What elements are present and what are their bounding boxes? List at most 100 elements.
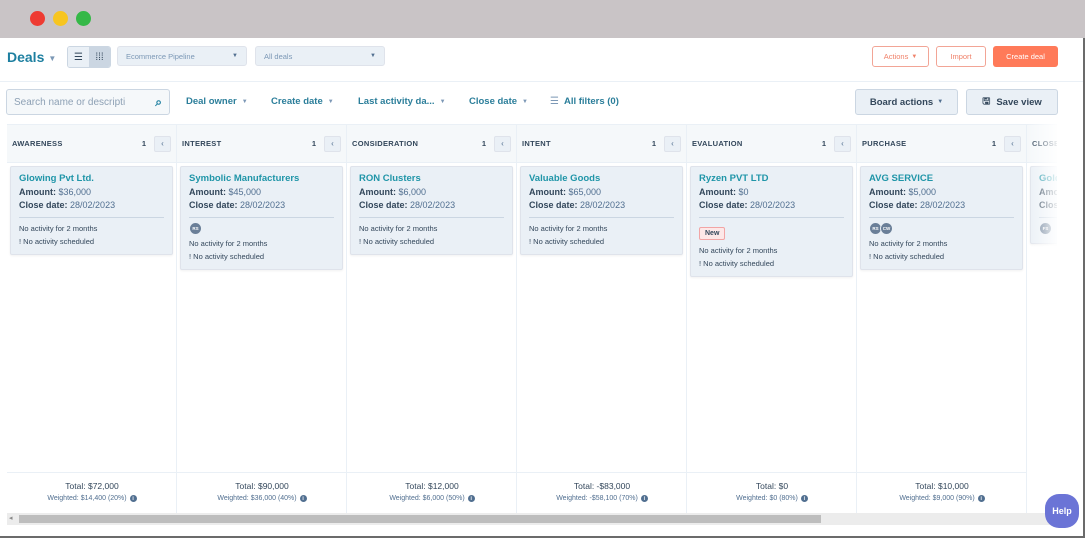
deal-name-link[interactable]: Glowing Pvt Ltd.	[19, 173, 94, 184]
activity-status: No activity for 2 months	[869, 239, 948, 248]
activity-status: No activity for 2 months	[359, 224, 438, 233]
close-date-value: 28/02/2023	[410, 200, 456, 210]
column-count: 1	[651, 139, 656, 148]
activity-status: No activity for 2 months	[189, 239, 268, 248]
column-weighted: Weighted: $6,000 (50%) i	[347, 495, 517, 502]
activity-status: No activity for 2 months	[699, 246, 778, 255]
column-header: AWARENESS 1 ‹	[7, 125, 176, 163]
deal-card[interactable]: Ryzen PVT LTD Amount: $0 Close date: 28/…	[690, 166, 853, 277]
deal-name-link[interactable]: Gold	[1039, 173, 1057, 184]
column-name: CONSIDERATION	[352, 139, 419, 148]
deal-card[interactable]: Symbolic Manufacturers Amount: $45,000 C…	[180, 166, 343, 270]
deal-owner-filter[interactable]: Deal owner ▼	[186, 96, 248, 107]
column-footer: Total: -$83,000 Weighted: -$58,100 (70%)…	[517, 472, 687, 514]
column-weighted: Weighted: -$58,100 (70%) i	[517, 495, 687, 502]
minimize-window-button[interactable]	[53, 11, 68, 26]
actions-button[interactable]: Actions ▼	[872, 46, 929, 67]
weighted-value: Weighted: $36,000 (40%)	[217, 495, 297, 502]
collapse-column-button[interactable]: ‹	[1004, 135, 1021, 152]
avatar[interactable]: RS	[869, 222, 882, 235]
board-view-button[interactable]: ⁞⁞⁞	[89, 47, 110, 67]
divider	[699, 217, 844, 218]
pipeline-select[interactable]: Ecommerce Pipeline ▼	[117, 46, 247, 66]
deal-card[interactable]: Valuable Goods Amount: $65,000 Close dat…	[520, 166, 683, 255]
scrollbar-thumb[interactable]	[19, 515, 821, 523]
deal-card[interactable]: AVG SERVICE Amount: $5,000 Close date: 2…	[860, 166, 1023, 270]
maximize-window-button[interactable]	[76, 11, 91, 26]
caret-down-icon: ▼	[327, 98, 334, 105]
info-icon[interactable]: i	[640, 495, 648, 502]
save-view-button[interactable]: 🖫 Save view	[966, 89, 1058, 115]
avatar[interactable]: FS	[1039, 222, 1052, 235]
amount-label: Amount:	[19, 187, 56, 197]
collapse-column-button[interactable]: ‹	[494, 135, 511, 152]
avatar[interactable]: RS	[189, 222, 202, 235]
board-actions-label: Board actions	[869, 96, 934, 108]
column-name: CLOSE	[1032, 139, 1057, 148]
deal-name-link[interactable]: Ryzen PVT LTD	[699, 173, 769, 184]
help-button[interactable]: Help	[1045, 494, 1079, 528]
close-date-value: 28/02/2023	[240, 200, 286, 210]
amount-label: Amo	[1039, 187, 1057, 197]
owner-avatars: FS	[1039, 222, 1057, 235]
close-date-value: 28/02/2023	[70, 200, 116, 210]
create-deal-button[interactable]: Create deal	[993, 46, 1058, 67]
stage-column-close: CLOSE Gold Amo Clos FS	[1027, 125, 1057, 514]
collapse-column-button[interactable]: ‹	[154, 135, 171, 152]
collapse-column-button[interactable]: ‹	[834, 135, 851, 152]
deal-name-link[interactable]: RON Clusters	[359, 173, 421, 184]
weighted-value: Weighted: $6,000 (50%)	[389, 495, 465, 502]
info-icon[interactable]: i	[800, 495, 808, 502]
amount-value: $5,000	[908, 187, 937, 197]
deals-view-select[interactable]: All deals ▼	[255, 46, 385, 66]
column-total: Total: $90,000	[235, 481, 289, 491]
import-button[interactable]: Import	[936, 46, 986, 67]
column-footer: Total: $10,000 Weighted: $9,000 (90%) i	[857, 472, 1027, 514]
info-icon[interactable]: i	[129, 495, 137, 502]
scroll-left-arrow-icon[interactable]: ◂	[9, 515, 13, 522]
close-date-label: Close date:	[359, 200, 408, 210]
list-view-button[interactable]: ☰	[68, 47, 89, 67]
column-total: Total: $0	[755, 481, 789, 491]
close-window-button[interactable]	[30, 11, 45, 26]
deal-card[interactable]: Gold Amo Clos FS	[1030, 166, 1057, 244]
info-icon[interactable]: i	[299, 495, 307, 502]
deal-name-link[interactable]: Symbolic Manufacturers	[189, 173, 300, 184]
collapse-column-button[interactable]: ‹	[324, 135, 341, 152]
deal-close-date: Close date: 28/02/2023	[359, 199, 504, 212]
create-date-filter[interactable]: Create date ▼	[271, 96, 334, 107]
caret-down-icon: ▼	[241, 98, 248, 105]
close-date-value: 28/02/2023	[750, 200, 796, 210]
deal-amount: Amount: $5,000	[869, 186, 1014, 199]
scheduled-status: ! No activity scheduled	[19, 237, 95, 246]
deal-amount: Amount: $65,000	[529, 186, 674, 199]
board-actions-button[interactable]: Board actions ▼	[855, 89, 958, 115]
column-total: Total: -$83,000	[573, 481, 631, 491]
deal-name-link[interactable]: Valuable Goods	[529, 173, 601, 184]
amount-value: $6,000	[398, 187, 427, 197]
top-bar: Deals ▼ ☰ ⁞⁞⁞ Ecommerce Pipeline ▼ All d…	[0, 38, 1083, 82]
deal-card[interactable]: Glowing Pvt Ltd. Amount: $36,000 Close d…	[10, 166, 173, 255]
caret-down-icon: ▼	[48, 53, 57, 63]
collapse-column-button[interactable]: ‹	[664, 135, 681, 152]
last-activity-filter[interactable]: Last activity da... ▼	[358, 96, 446, 107]
column-header: CONSIDERATION 1 ‹	[347, 125, 516, 163]
info-icon[interactable]: i	[977, 495, 985, 502]
search-input[interactable]	[14, 96, 139, 108]
amount-value: $65,000	[568, 187, 602, 197]
horizontal-scrollbar[interactable]: ◂	[7, 513, 1057, 525]
pipeline-select-value: Ecommerce Pipeline	[126, 51, 195, 61]
search-icon[interactable]: ⌕	[155, 94, 162, 109]
deal-name-link[interactable]: AVG SERVICE	[869, 173, 934, 184]
object-switcher[interactable]: Deals ▼	[7, 49, 56, 65]
column-name: AWARENESS	[12, 139, 63, 148]
column-name: INTENT	[522, 139, 551, 148]
close-date-filter[interactable]: Close date ▼	[469, 96, 528, 107]
avatar[interactable]: CW	[880, 222, 893, 235]
info-icon[interactable]: i	[467, 495, 475, 502]
filter-bar: ⌕ Deal owner ▼ Create date ▼ Last activi…	[0, 82, 1083, 124]
column-weighted: Weighted: $9,000 (90%) i	[857, 495, 1027, 502]
deal-card[interactable]: RON Clusters Amount: $6,000 Close date: …	[350, 166, 513, 255]
actions-button-label: Actions	[883, 52, 909, 61]
all-filters-button[interactable]: ☰ All filters (0)	[550, 96, 619, 107]
